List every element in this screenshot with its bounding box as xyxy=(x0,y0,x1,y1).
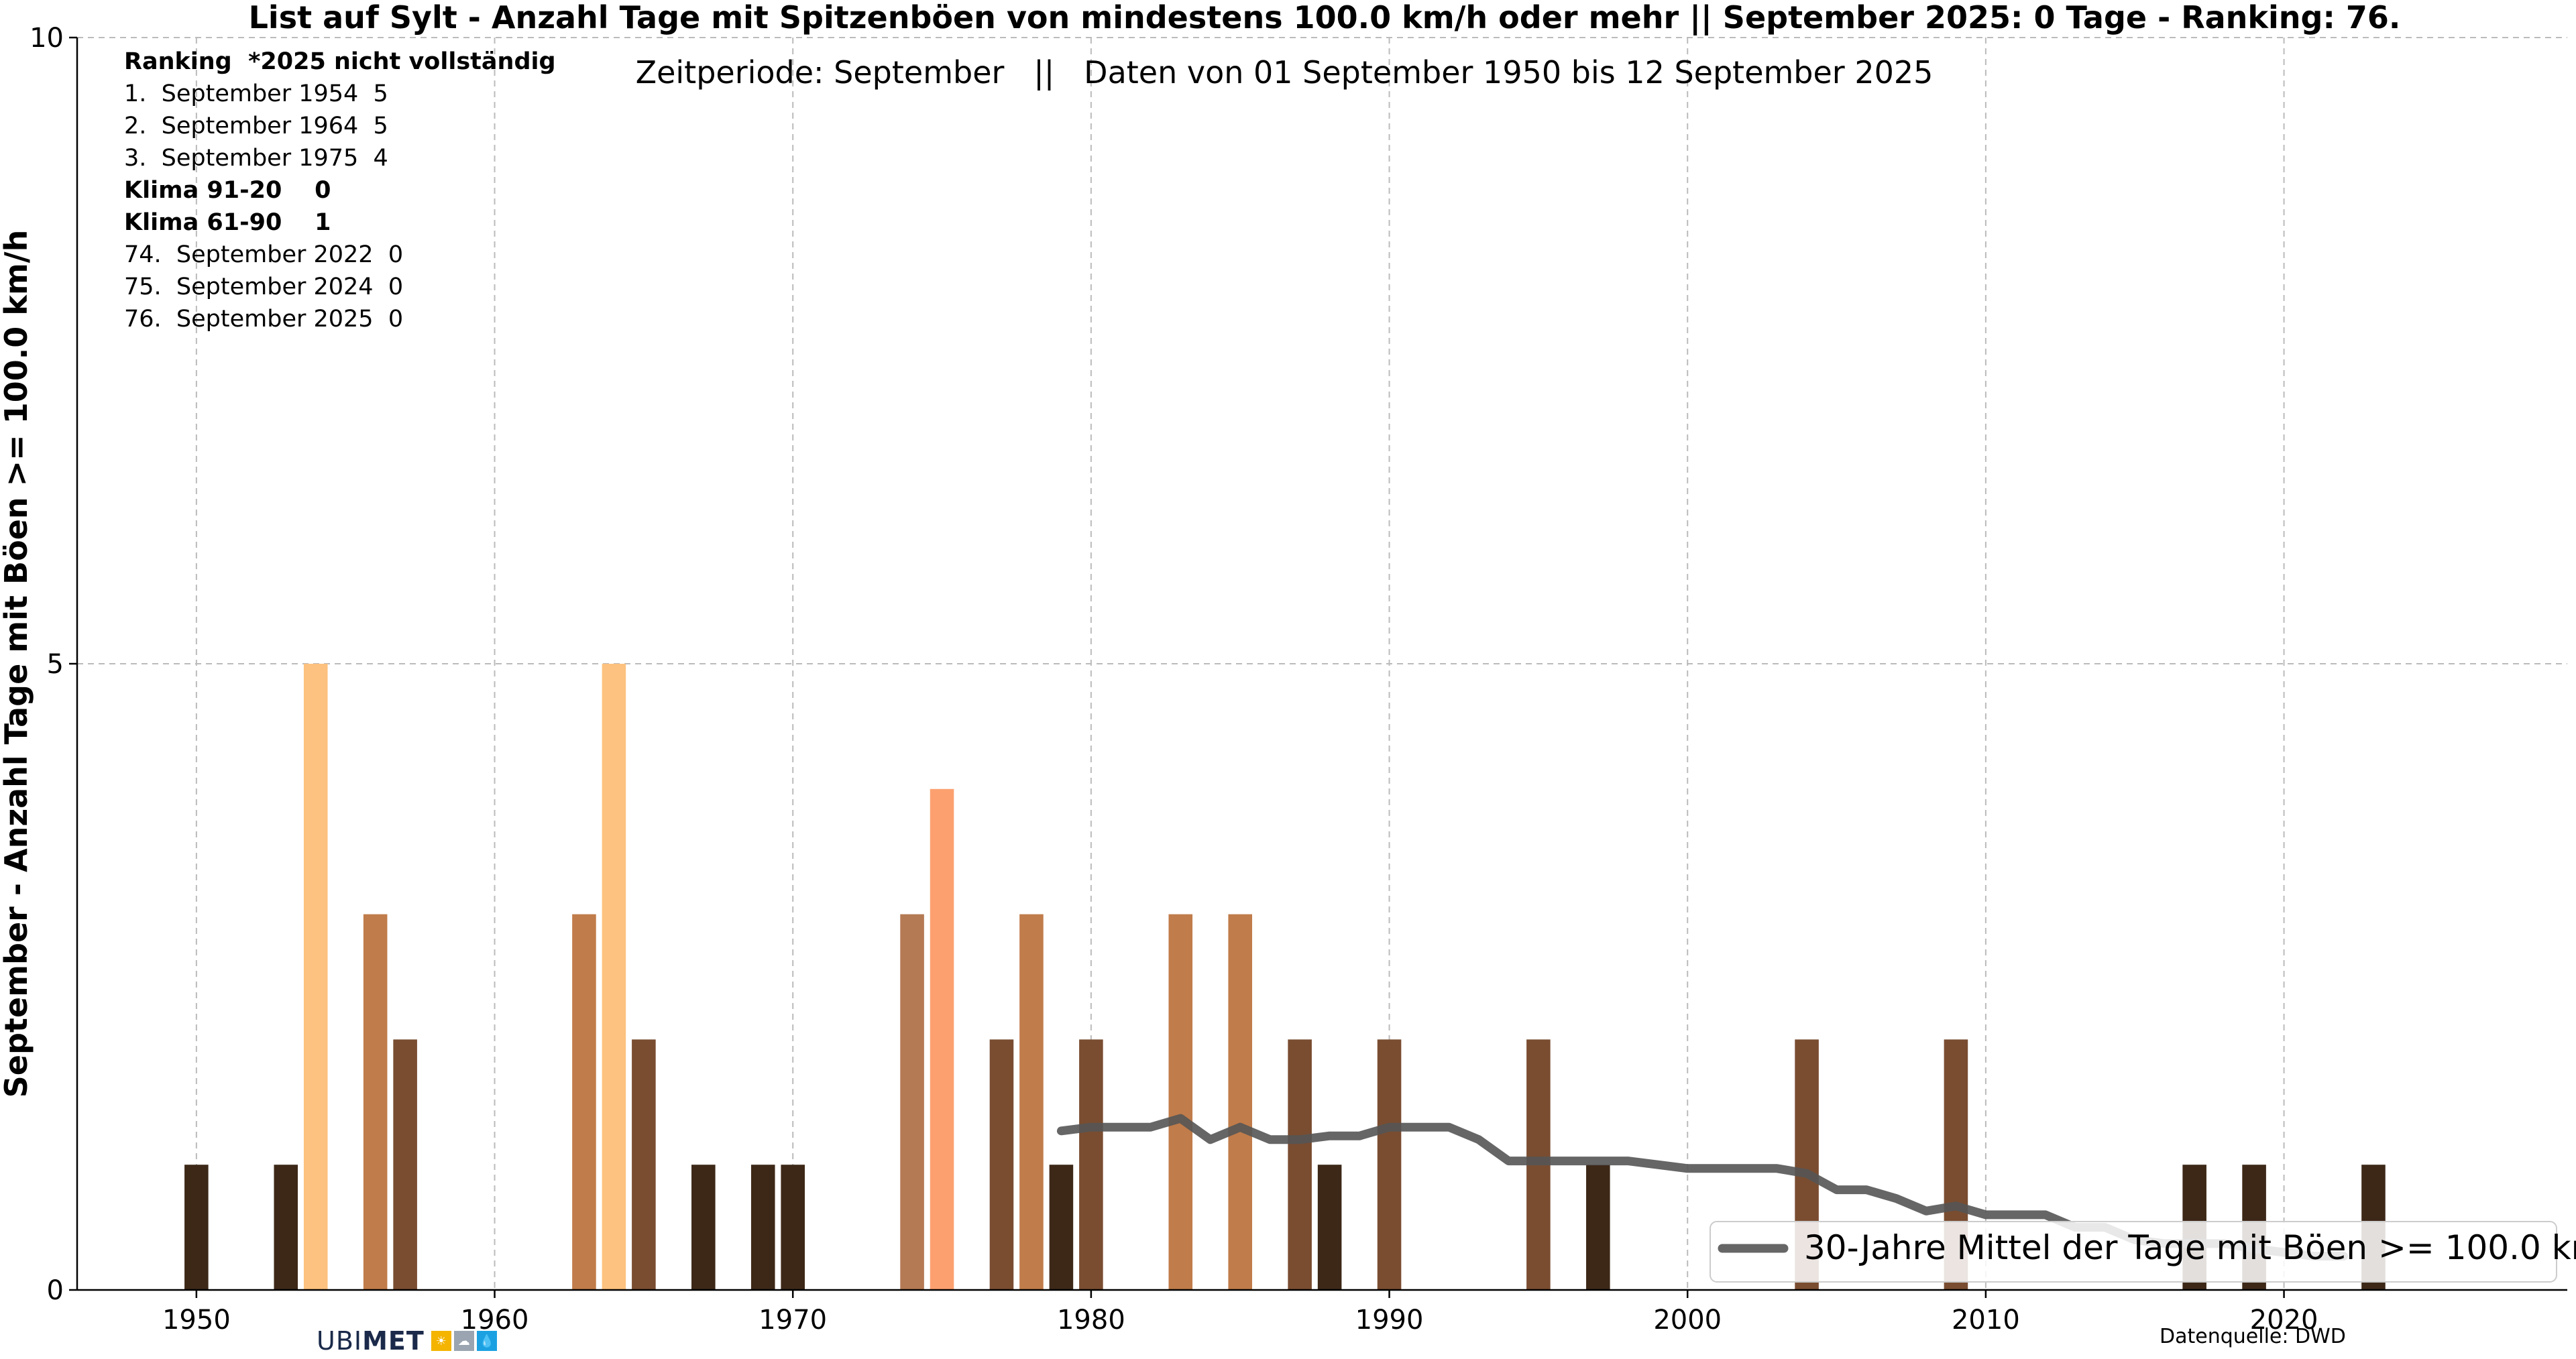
grid xyxy=(77,37,2567,1290)
drop-icon: 💧 xyxy=(476,1331,497,1351)
x-tick-label: 1960 xyxy=(461,1305,529,1336)
bar xyxy=(1019,914,1044,1290)
bar xyxy=(1377,1039,1402,1290)
bars xyxy=(184,664,2386,1290)
x-tick-label: 2010 xyxy=(1952,1305,2020,1336)
ranking-row-climate: Klima 91-20 0 xyxy=(124,177,331,204)
legend: 30-Jahre Mittel der Tage mit Böen >= 100… xyxy=(1710,1221,2576,1283)
bar xyxy=(602,664,626,1290)
bar xyxy=(363,914,388,1290)
bar xyxy=(572,914,596,1290)
bar xyxy=(1168,914,1193,1290)
bar xyxy=(930,788,954,1290)
y-axis-label: September - Anzahl Tage mit Böen >= 100.… xyxy=(0,230,34,1098)
bar xyxy=(184,1165,209,1290)
x-tick-label: 1970 xyxy=(759,1305,827,1336)
bar xyxy=(632,1039,656,1290)
bar xyxy=(781,1165,805,1290)
x-tick-label: 1980 xyxy=(1057,1305,1125,1336)
ubimet-logo: UBIMET ☀ ☁ 💧 xyxy=(317,1326,497,1356)
bar xyxy=(989,1039,1014,1290)
ranking-row: 1. September 1954 5 xyxy=(124,80,388,107)
ranking-row: 75. September 2024 0 xyxy=(124,274,404,300)
logo-wordmark: UBIMET xyxy=(317,1326,425,1356)
y-tick-label: 5 xyxy=(47,649,64,680)
ranking-box: Ranking *2025 nicht vollständig 1. Septe… xyxy=(124,46,556,335)
y-tick-label: 0 xyxy=(47,1275,64,1306)
bar xyxy=(1049,1165,1074,1290)
legend-box xyxy=(1710,1221,2557,1283)
ranking-row: 2. September 1964 5 xyxy=(124,113,388,139)
bar xyxy=(274,1165,298,1290)
bar xyxy=(1586,1165,1610,1290)
ranking-row-climate: Klima 61-90 1 xyxy=(124,209,331,236)
bar xyxy=(1228,914,1253,1290)
y-tick-label: 10 xyxy=(30,23,64,54)
bar xyxy=(900,914,924,1290)
x-tick-label: 2000 xyxy=(1653,1305,1722,1336)
bar xyxy=(1317,1165,1342,1290)
ranking-row: 74. September 2022 0 xyxy=(124,241,404,268)
ranking-row: 3. September 1975 4 xyxy=(124,145,388,172)
bar xyxy=(691,1165,716,1290)
x-tick-label: 1950 xyxy=(162,1305,231,1336)
chart-subtitle: Zeitperiode: September || Daten von 01 S… xyxy=(636,54,1934,91)
axes xyxy=(69,36,2567,1298)
ranking-header: Ranking *2025 nicht vollständig xyxy=(124,48,556,75)
sun-icon: ☀ xyxy=(431,1331,451,1351)
cloud-icon: ☁ xyxy=(453,1331,474,1351)
x-tick-label: 1990 xyxy=(1355,1305,1424,1336)
bar xyxy=(750,1165,775,1290)
bar xyxy=(393,1039,417,1290)
bar xyxy=(1288,1039,1312,1290)
x-tick-label: 2020 xyxy=(2250,1305,2318,1336)
bar xyxy=(303,664,328,1290)
ranking-row: 76. September 2025 0 xyxy=(124,306,404,333)
tick-labels: 1950 1960 1970 1980 1990 2000 2010 2020 0 5 10 xyxy=(30,23,2318,1336)
bar xyxy=(1079,1039,1103,1290)
legend-label: 30-Jahre Mittel der Tage mit Böen >= 100… xyxy=(1804,1228,2576,1267)
chart-title: List auf Sylt - Anzahl Tage mit Spitzenb… xyxy=(249,0,2401,36)
data-source: Datenquelle: DWD xyxy=(2160,1325,2346,1348)
